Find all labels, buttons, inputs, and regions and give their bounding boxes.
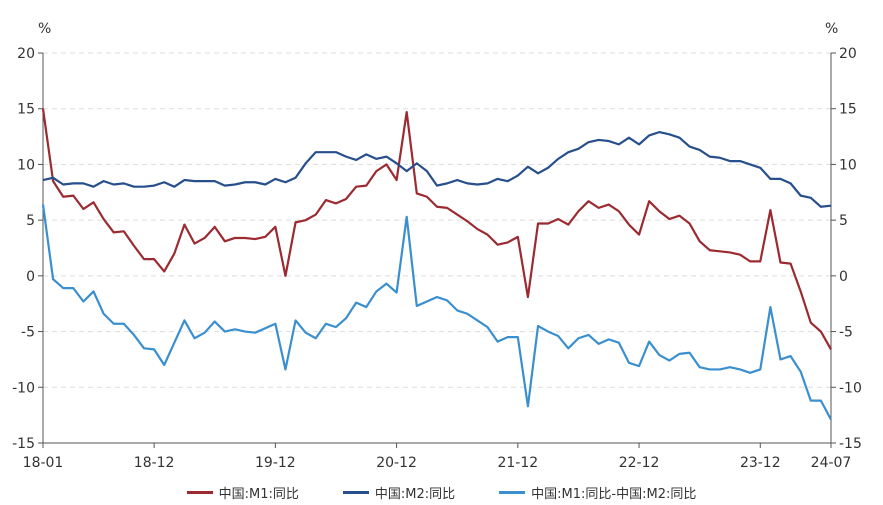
left-tick-labels: -15 -10 -5 0 5 10 15 20 <box>12 46 43 452</box>
right-tick-label: -10 <box>839 380 862 396</box>
x-tick-label: 20-12 <box>376 455 417 471</box>
legend-swatch-spread <box>499 491 526 494</box>
legend-swatch-m1 <box>186 491 213 494</box>
gridlines <box>43 52 831 388</box>
left-tick-label: 5 <box>26 213 35 229</box>
legend-label-m2: 中国:M2:同比 <box>374 487 456 502</box>
legend-item-m1[interactable]: 中国:M1:同比 <box>186 483 299 502</box>
left-tick-label: 20 <box>17 46 35 62</box>
legend: 中国:M1:同比 中国:M2:同比 中国:M1:同比-中国:M2:同比 <box>0 483 883 502</box>
series-line-spread <box>41 204 832 421</box>
legend-label-m1: 中国:M1:同比 <box>218 487 299 502</box>
left-tick-label: -15 <box>12 436 35 452</box>
left-tick-label: 10 <box>17 157 35 173</box>
right-tick-label: 15 <box>839 102 857 118</box>
right-tick-label: 10 <box>839 157 857 173</box>
x-tick-label: 22-12 <box>619 455 660 471</box>
right-tick-label: -5 <box>839 325 853 341</box>
left-tick-label: -10 <box>12 380 35 396</box>
legend-item-spread[interactable]: 中国:M1:同比-中国:M2:同比 <box>499 483 696 502</box>
x-tick-label: 19-12 <box>255 455 296 471</box>
right-tick-label: 5 <box>839 213 848 229</box>
legend-item-m2[interactable]: 中国:M2:同比 <box>342 483 456 502</box>
legend-label-spread: 中国:M1:同比-中国:M2:同比 <box>531 487 697 502</box>
right-tick-labels: -15 -10 -5 0 5 10 15 20 <box>831 46 862 452</box>
legend-swatch-m2 <box>342 491 369 494</box>
right-tick-label: 20 <box>839 46 857 62</box>
series-line-m2 <box>42 131 832 208</box>
x-tick-label: 23-12 <box>740 455 781 471</box>
left-tick-label: 0 <box>26 269 35 285</box>
right-tick-label: -15 <box>839 436 862 452</box>
left-tick-label: 15 <box>17 102 35 118</box>
x-tick-label: 18-12 <box>134 455 175 471</box>
left-tick-label: -5 <box>21 325 35 341</box>
right-tick-label: 0 <box>839 269 848 285</box>
x-tick-label: 21-12 <box>497 455 538 471</box>
left-unit-label: % <box>38 21 51 37</box>
right-unit-label: % <box>825 21 838 37</box>
x-tick-label: 24-07 <box>811 455 852 471</box>
x-tick-labels: 18-01 18-12 19-12 20-12 21-12 22-12 23-12 24-07 <box>23 443 852 471</box>
x-tick-label: 18-01 <box>23 455 64 471</box>
series-lines <box>41 108 832 421</box>
series-line-m1 <box>41 108 832 350</box>
